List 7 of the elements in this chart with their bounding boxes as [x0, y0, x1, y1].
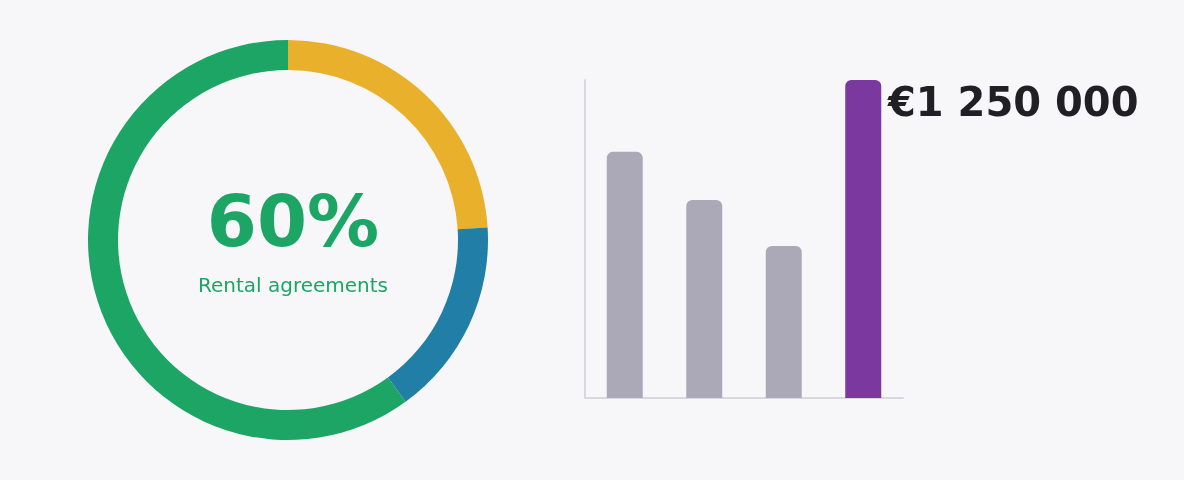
bar: [845, 80, 882, 398]
bar: [765, 246, 802, 398]
annotation: €1 250 000: [887, 79, 1139, 125]
text: 60%: [206, 179, 380, 263]
text: Rental agreements: [197, 273, 389, 297]
bar: [686, 199, 723, 398]
bar: [606, 151, 643, 398]
